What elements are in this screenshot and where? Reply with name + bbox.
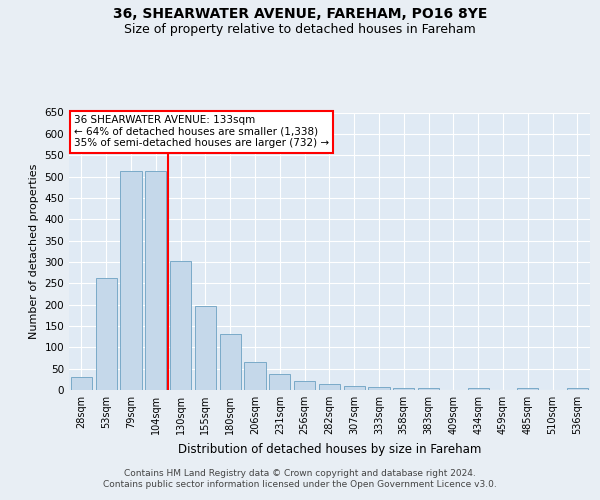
Y-axis label: Number of detached properties: Number of detached properties (29, 164, 39, 339)
Bar (170, 261, 191, 390)
Bar (344, 386, 365, 390)
Bar (567, 388, 588, 390)
Bar (121, 171, 142, 390)
Text: 36 SHEARWATER AVENUE: 133sqm
← 64% of detached houses are smaller (1,338)
35% of: 36 SHEARWATER AVENUE: 133sqm ← 64% of de… (74, 116, 329, 148)
Bar (244, 362, 266, 390)
Bar (368, 387, 389, 390)
Text: Contains HM Land Registry data © Crown copyright and database right 2024.: Contains HM Land Registry data © Crown c… (124, 469, 476, 478)
Bar (71, 377, 92, 390)
Text: 36, SHEARWATER AVENUE, FAREHAM, PO16 8YE: 36, SHEARWATER AVENUE, FAREHAM, PO16 8YE (113, 8, 487, 22)
Bar (467, 388, 489, 390)
Bar (418, 388, 439, 390)
Bar (319, 384, 340, 390)
Bar (393, 388, 415, 390)
Bar (517, 388, 538, 390)
Text: Contains public sector information licensed under the Open Government Licence v3: Contains public sector information licen… (103, 480, 497, 489)
Bar (269, 374, 290, 390)
Bar (294, 380, 315, 390)
Bar (195, 306, 216, 390)
Text: Size of property relative to detached houses in Fareham: Size of property relative to detached ho… (124, 22, 476, 36)
Bar (95, 278, 117, 390)
Bar (220, 334, 241, 390)
Bar (145, 172, 166, 390)
Text: Distribution of detached houses by size in Fareham: Distribution of detached houses by size … (178, 442, 482, 456)
